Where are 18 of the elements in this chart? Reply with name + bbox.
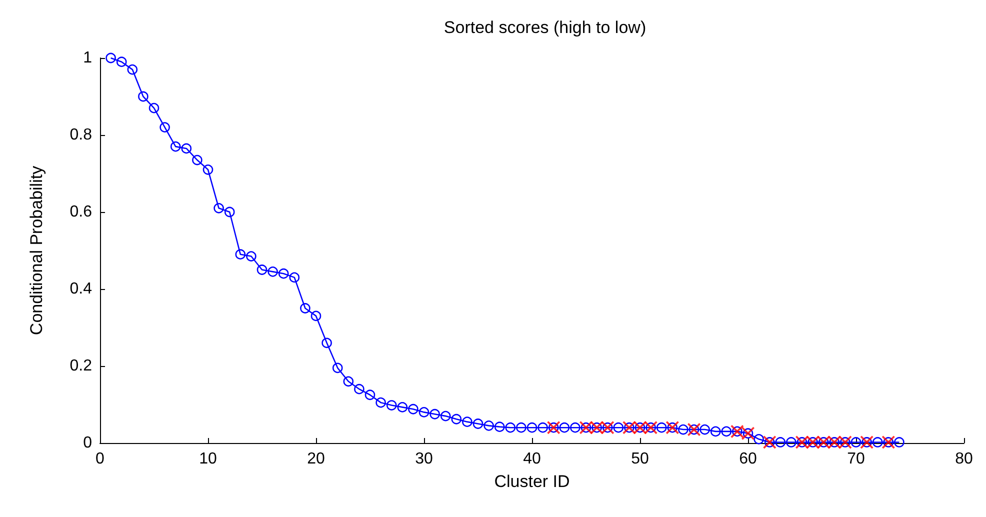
- y-tick-label: 0.4: [70, 280, 92, 298]
- x-tick-label: 30: [415, 450, 433, 468]
- y-tick-label: 0.6: [70, 204, 92, 220]
- y-tick-label: 0.2: [70, 358, 92, 374]
- y-tick-label: 0.8: [70, 126, 92, 144]
- x-axis-title: Cluster ID: [494, 472, 570, 491]
- y-tick-label: 0: [83, 434, 92, 452]
- y-tick-label: 1: [83, 50, 92, 66]
- x-tick-label: 60: [739, 450, 757, 468]
- x-tick-label: 10: [199, 450, 217, 468]
- x-tick-label: 50: [631, 450, 649, 468]
- x-tick-label: 40: [523, 450, 541, 468]
- x-tick-label: 80: [955, 450, 973, 468]
- x-tick-label: 70: [847, 450, 865, 468]
- x-tick-label: 0: [96, 450, 105, 468]
- x-tick-label: 20: [307, 450, 325, 468]
- chart-title: Sorted scores (high to low): [444, 18, 646, 37]
- y-axis-title: Conditional Probability: [27, 165, 46, 336]
